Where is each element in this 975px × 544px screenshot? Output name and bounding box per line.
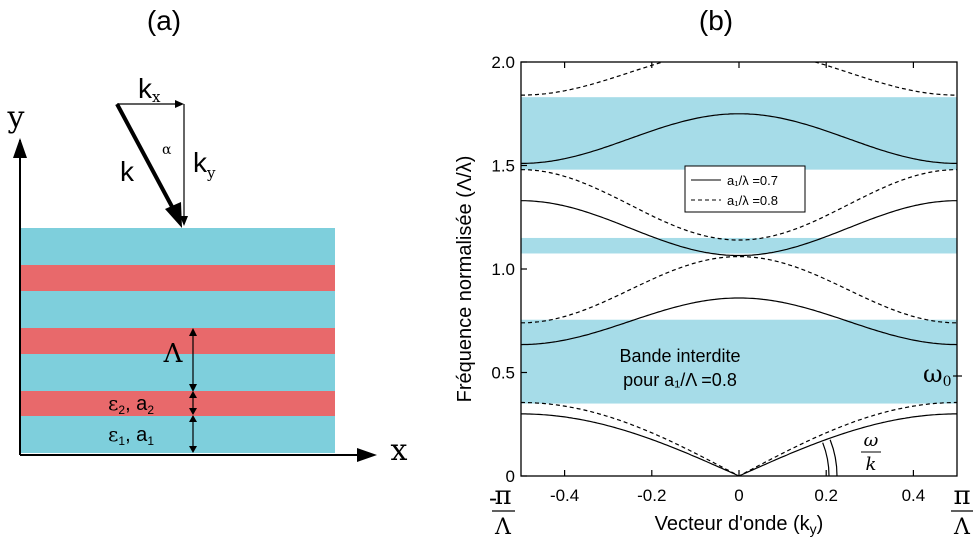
series-1-band-3 xyxy=(521,200,957,257)
layer-stack xyxy=(20,228,335,453)
band-gap-text-line2: pour a₁/Λ =0.8 xyxy=(623,370,737,390)
panel-a: (a) y x kx ky k α Λ ε2, a2 ε1, a1 xyxy=(7,5,408,468)
y-tick-label: 0.5 xyxy=(491,364,515,383)
x-tick-label: 0.4 xyxy=(902,486,926,505)
y-tick-label: 1.0 xyxy=(491,260,515,279)
kx-label: kx xyxy=(138,73,161,106)
alpha-label: α xyxy=(162,142,172,158)
legend-entry: a₁/λ =0.8 xyxy=(727,193,778,208)
legend-box xyxy=(684,165,806,213)
legend-entry: a₁/λ =0.7 xyxy=(727,173,778,188)
axis-y-label: y xyxy=(7,100,25,135)
panel-b: (b) -0.4 -0.2 0 0.2 0.4 0 0.5 1.0 1.5 2.0 Vecteur … xyxy=(454,5,973,540)
x-tick-label: 0 xyxy=(734,486,743,505)
omega-over-k-num: ω xyxy=(864,430,879,451)
band-gap xyxy=(521,237,957,254)
band-gap xyxy=(521,319,957,404)
omega0-label: ω0 xyxy=(923,360,952,390)
layer-red xyxy=(20,328,335,354)
x-axis-title: Vecteur d'onde (ky) xyxy=(655,513,824,537)
x-axis-arrowhead xyxy=(357,448,377,462)
y-tick-label: 1.5 xyxy=(491,157,515,176)
layer2-arrow-down xyxy=(189,408,197,415)
pi-left-num: π xyxy=(494,481,511,511)
x-tick-label: 0.2 xyxy=(814,486,838,505)
x-tick-label: -0.2 xyxy=(637,486,666,505)
layer-cyan xyxy=(20,228,335,265)
band-gap-text-line1: Bande interdite xyxy=(619,346,740,366)
period-arrow-up xyxy=(189,328,197,336)
layer1-arrow-up xyxy=(189,415,197,422)
panel-b-label: (b) xyxy=(699,5,733,36)
layer-cyan xyxy=(20,354,335,391)
layer-cyan xyxy=(20,416,335,453)
y-tick-label: 0 xyxy=(506,467,515,486)
pi-right-den: Λ xyxy=(953,515,971,540)
series-1-band-1 xyxy=(521,413,957,476)
series-1-band-2 xyxy=(521,297,957,346)
dispersion-chart: -0.4 -0.2 0 0.2 0.4 0 0.5 1.0 1.5 2.0 Vecteur d'on… xyxy=(454,53,958,537)
layer-red xyxy=(20,391,335,416)
band-gap xyxy=(521,97,957,170)
ky-arrowhead xyxy=(180,216,188,226)
k-label: k xyxy=(120,156,135,187)
k-vector xyxy=(115,103,179,217)
angle-arc xyxy=(829,439,838,477)
kx-arrowhead xyxy=(175,100,184,108)
y-axis-title: Fréquence normalisée (Λ/λ) xyxy=(454,156,476,403)
eps2-label: ε2, a2 xyxy=(108,391,154,417)
series-2-band-3 xyxy=(521,169,957,241)
pi-left-minus: - xyxy=(489,484,497,512)
x-tick-label: -0.4 xyxy=(550,486,579,505)
layer1-arrow-down xyxy=(189,446,197,453)
angle-arc xyxy=(822,442,830,477)
period-label: Λ xyxy=(163,339,184,369)
layer-red xyxy=(20,265,335,291)
series-1-band-4 xyxy=(521,113,957,164)
series-2-band-4 xyxy=(521,62,957,96)
layer-cyan xyxy=(20,291,335,328)
ky-label: ky xyxy=(193,147,216,182)
period-arrow-down xyxy=(189,384,197,392)
k-vector-arrowhead xyxy=(165,202,182,228)
series-2-band-1 xyxy=(521,401,957,476)
eps1-label: ε1, a1 xyxy=(108,422,154,448)
y-tick-label: 2.0 xyxy=(491,53,515,72)
pi-right-num: π xyxy=(953,481,970,511)
layer2-arrow-up xyxy=(189,391,197,398)
y-axis-arrowhead xyxy=(13,138,27,158)
pi-left-den: Λ xyxy=(494,515,512,540)
panel-a-label: (a) xyxy=(147,5,181,36)
omega-over-k-den: k xyxy=(866,454,877,475)
series-2-band-2 xyxy=(521,256,957,324)
axis-x-label: x xyxy=(391,433,408,468)
